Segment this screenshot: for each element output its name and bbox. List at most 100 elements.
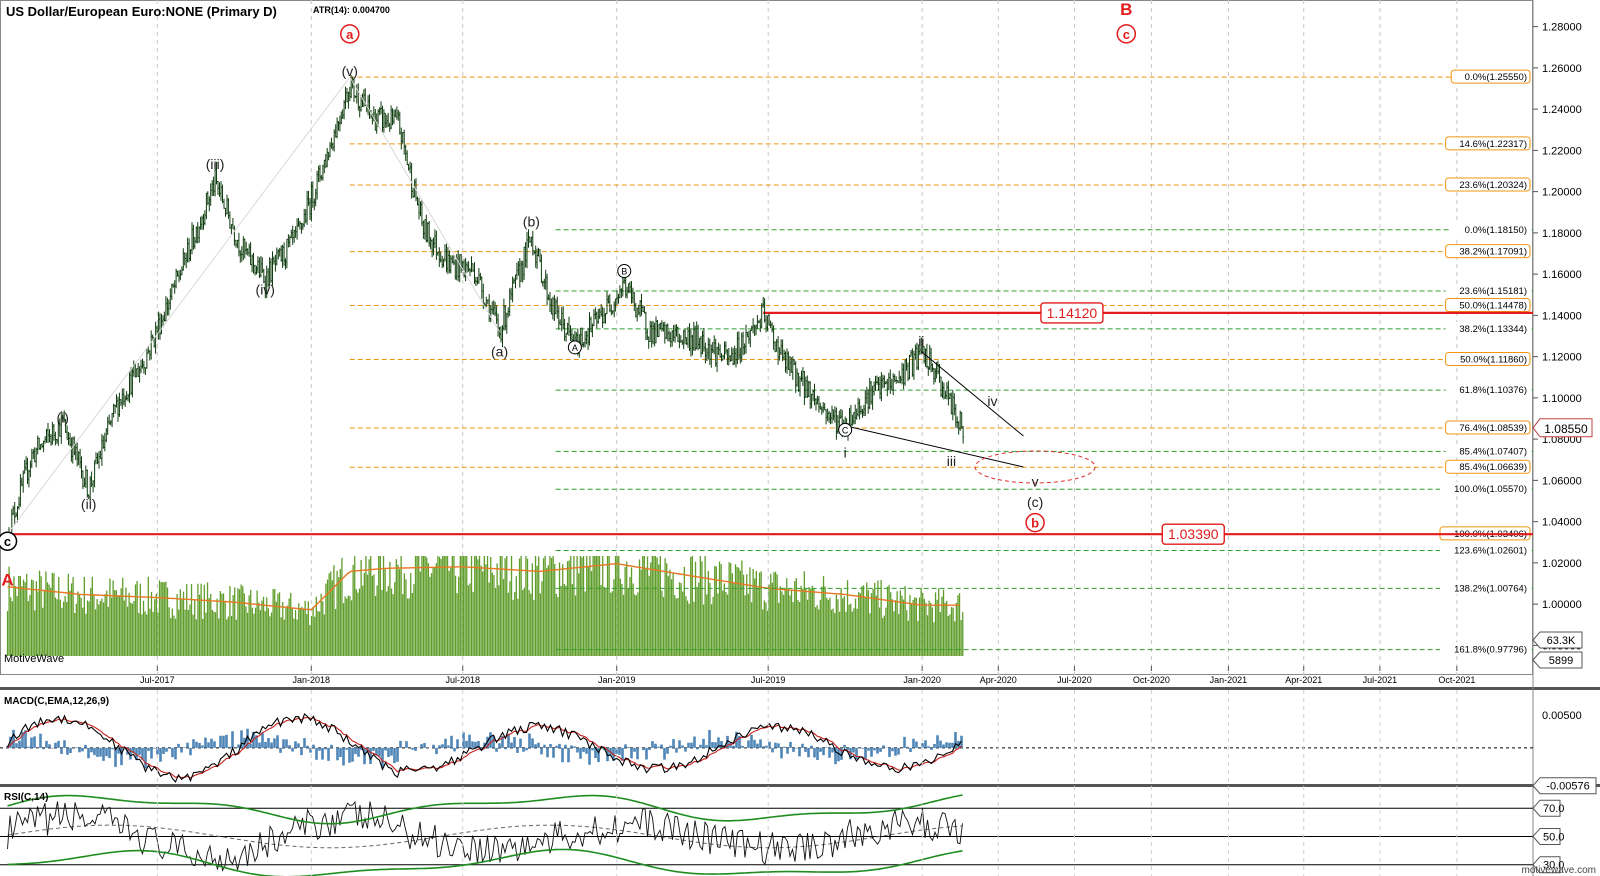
fib-label: 100.0%(1.05570) — [1454, 484, 1527, 495]
fib-label: 14.6%(1.22317) — [1459, 139, 1527, 150]
target-zone-ellipse[interactable] — [974, 450, 1096, 484]
wave-label-text: B — [1120, 0, 1132, 19]
price-tick-label: 1.22000 — [1542, 145, 1582, 157]
wave-label: (i) — [57, 409, 69, 425]
rsi-level-marker — [1532, 799, 1561, 817]
key-level-label: 1.14120 — [1047, 305, 1098, 321]
panel-divider[interactable] — [0, 784, 1600, 787]
price-tick-label: 1.06000 — [1542, 475, 1582, 487]
wave-label: iv — [987, 393, 997, 409]
trend-lines[interactable] — [845, 351, 1096, 484]
price-axis[interactable]: 1.28000 1.26000 1.24000 1.22000 1.20000 1.180… — [1532, 22, 1593, 669]
fib-label-bg — [1440, 642, 1530, 656]
fib-label: 61.8%(1.10376) — [1459, 385, 1527, 396]
price-tick-label: 1.10000 — [1542, 393, 1582, 405]
time-label: Jan-2019 — [598, 675, 636, 685]
fib-label: 23.6%(1.20324) — [1459, 180, 1527, 191]
price-tick-label: 1.12000 — [1542, 352, 1582, 364]
price-series[interactable] — [7, 75, 965, 548]
wave-label: (b) — [523, 214, 540, 230]
key-levels: 1.14120 1.03390 — [7, 302, 1533, 545]
price-tick-label: 1.00000 — [1542, 599, 1582, 611]
wave-circle — [838, 422, 853, 437]
wave-label-text: (iv) — [256, 282, 275, 298]
fib-label: 161.8%(0.97796) — [1454, 645, 1527, 656]
wave-label-text: c — [4, 534, 11, 549]
wave-label: A — [567, 340, 582, 355]
time-label: Apr-2020 — [980, 675, 1017, 685]
time-axis[interactable]: Jul-2017 Jan-2018 Jul-2018 Jan-2019 Jul-2019… — [140, 666, 1475, 685]
wave-label: ii — [918, 333, 924, 349]
volume-bars — [6, 556, 964, 656]
macd-tick-label: 0.00500 — [1542, 710, 1582, 722]
wave-label: b — [1025, 512, 1045, 533]
wave-circle — [0, 531, 18, 551]
wave-label: a — [340, 24, 360, 44]
upper-trend-line[interactable] — [920, 351, 1024, 437]
wave-label-text: (i) — [57, 409, 69, 425]
fib-label: 50.0%(1.14478) — [1459, 301, 1527, 312]
wave-label: B — [1120, 0, 1132, 19]
fib-label-bg — [1440, 581, 1530, 595]
fib-label-bg — [1445, 284, 1530, 298]
price-tick-label: 1.14000 — [1542, 310, 1582, 322]
main-panel-frame — [0, 0, 1533, 675]
panel-divider[interactable] — [0, 687, 1600, 690]
wave-label-text: (ii) — [81, 496, 97, 512]
volume-label: 63.3K — [1547, 635, 1576, 647]
wave-label-text: v — [1032, 473, 1039, 489]
price-bars[interactable] — [8, 75, 965, 548]
fib-label: 76.4%(1.08539) — [1459, 423, 1527, 434]
fib-label: 85.4%(1.06639) — [1459, 462, 1527, 473]
fib-label-box — [1445, 244, 1531, 259]
price-tick-label: 1.16000 — [1542, 269, 1582, 281]
macd-title: MACD(C,EMA,12,26,9) — [4, 696, 109, 707]
current-price-marker[interactable] — [1532, 418, 1593, 438]
wave-label-text: A — [1, 570, 13, 589]
wave-label: (v) — [342, 63, 358, 79]
wave-label: iii — [947, 453, 956, 469]
volume-marker — [1532, 631, 1583, 649]
time-label: Jul-2020 — [1057, 675, 1092, 685]
wave-label-text: C — [842, 425, 849, 435]
wave-label-text: b — [1031, 516, 1039, 531]
wave-labels: Ac(i)(ii)(iii)(iv)(v)a(b)(a) ABCiiiiiiivv… — [0, 0, 1137, 589]
fib-label-bg — [1445, 444, 1530, 458]
wave-label-text: A — [572, 343, 578, 353]
wave-circle — [1025, 512, 1045, 533]
wave-label: (iii) — [206, 156, 225, 172]
price-tick-label: 1.28000 — [1542, 22, 1582, 34]
lower-trend-line[interactable] — [845, 425, 1024, 468]
wave-label: c — [0, 531, 18, 551]
macd-line — [7, 712, 962, 783]
key-level-box[interactable] — [1161, 523, 1225, 545]
macd-current-marker — [1532, 777, 1597, 795]
fib-label-box — [1445, 459, 1531, 474]
wave-label-text: (c) — [1027, 494, 1043, 510]
time-label: Jul-2017 — [140, 675, 175, 685]
time-label: Jul-2021 — [1363, 675, 1398, 685]
chart-title: US Dollar/European Euro:NONE (Primary D) — [6, 4, 277, 19]
wave-label-text: (iii) — [206, 156, 225, 172]
motivewave-watermark: MotiveWave — [4, 653, 64, 665]
fib-label: 0.0%(1.18150) — [1465, 225, 1527, 236]
price-tick-label: 1.04000 — [1542, 517, 1582, 529]
wave-label: (c) — [1027, 494, 1043, 510]
wave-circle — [617, 264, 632, 279]
time-label: Oct-2021 — [1438, 675, 1475, 685]
rsi-level-marker — [1532, 827, 1561, 845]
site-watermark: motivewave.com — [1522, 865, 1596, 876]
price-tick-label: 1.18000 — [1542, 228, 1582, 240]
time-label: Oct-2020 — [1133, 675, 1170, 685]
current-price-label: 1.08550 — [1544, 422, 1588, 436]
volume-label: 5899 — [1549, 655, 1573, 667]
time-label: Jan-2021 — [1210, 675, 1248, 685]
time-label: Jan-2018 — [293, 675, 331, 685]
volume-marker — [1532, 651, 1583, 669]
time-label: Apr-2021 — [1285, 675, 1322, 685]
key-level-box[interactable] — [1040, 302, 1104, 324]
wave-label-text: iv — [987, 393, 997, 409]
fib-label-bg — [1440, 543, 1530, 557]
rsi-panel: 70.0 50.0 30.0 — [0, 794, 1564, 876]
time-label: Jan-2020 — [903, 675, 941, 685]
